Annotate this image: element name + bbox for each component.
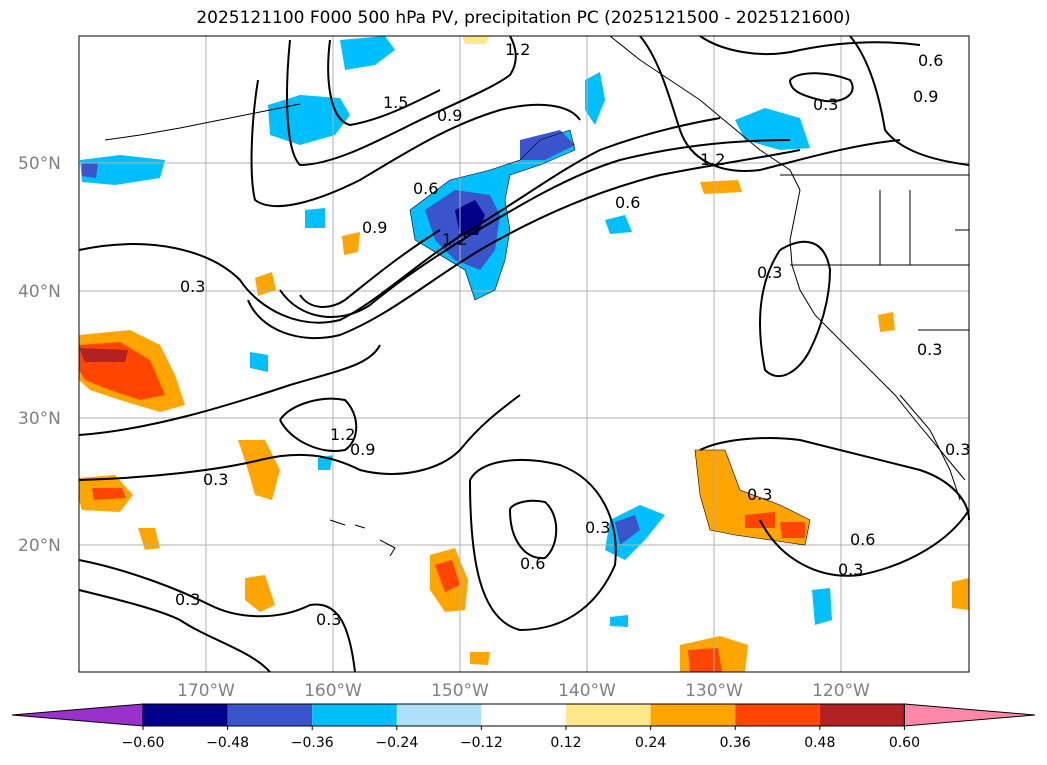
- lon-label: 130°W: [685, 681, 743, 701]
- graticule: [79, 36, 969, 672]
- precip-negative-area: [340, 36, 395, 70]
- colorbar-extend-high: [903, 703, 1036, 727]
- lon-label: 150°W: [431, 681, 489, 701]
- precip-positive-area: [435, 560, 460, 592]
- colorbar-segment: [227, 704, 313, 726]
- colorbar-segment: [650, 704, 736, 726]
- lon-label: 170°W: [177, 681, 235, 701]
- contour-labels: 1.2 0.6 1.5 0.9 0.3 0.9 0.3 1.2 0.6 0.9 …: [175, 40, 970, 629]
- contour-label: 0.9: [437, 106, 462, 125]
- contour-label: 0.3: [757, 263, 782, 282]
- colorbar-segment: [143, 704, 228, 726]
- contour-label: 0.3: [585, 518, 610, 537]
- precip-positive-area: [688, 648, 722, 672]
- colorbar-segment: [396, 704, 482, 726]
- precip-positive-area: [79, 348, 128, 362]
- contour-label: 0.3: [175, 590, 200, 609]
- contour-label: 1.5: [383, 93, 408, 112]
- precip-positive-area: [470, 652, 490, 665]
- lat-label: 50°N: [18, 154, 61, 174]
- lon-label: 160°W: [304, 681, 362, 701]
- colorbar-tick-label: −0.24: [375, 735, 418, 751]
- coastlines: [104, 35, 969, 557]
- precip-positive-area: [238, 440, 280, 500]
- pv-contours: [78, 35, 970, 673]
- colorbar-tick-label: 0.60: [889, 735, 920, 751]
- contour-label: 0.6: [918, 51, 943, 70]
- precip-negative-area: [250, 352, 268, 372]
- colorbar-segment: [481, 704, 566, 726]
- precip-positive-area: [695, 450, 810, 545]
- precip-positive-area: [952, 578, 969, 610]
- precip-positive-area: [255, 272, 276, 296]
- contour-label: 0.3: [917, 340, 942, 359]
- contour-label: 0.9: [350, 440, 375, 459]
- contour-label: 0.6: [413, 179, 438, 198]
- contour-label: 0.3: [813, 95, 838, 114]
- lat-label: 20°N: [18, 536, 61, 556]
- precip-positive-area: [92, 488, 126, 500]
- precip-negative-area: [605, 215, 632, 234]
- colorbar: −0.60 −0.48 −0.36 −0.24 −0.12 0.12 0.24 0.36 0.4…: [11, 703, 1036, 751]
- colorbar-tick-label: −0.36: [291, 735, 334, 751]
- latitude-labels: 50°N 40°N 30°N 20°N: [18, 154, 61, 556]
- contour-label: 0.3: [203, 470, 228, 489]
- contour-label: 0.3: [945, 440, 970, 459]
- colorbar-extend-low: [11, 703, 144, 727]
- precip-positive-area: [342, 232, 360, 255]
- lon-label: 140°W: [558, 681, 616, 701]
- precip-positive-area: [700, 180, 742, 194]
- colorbar-frame: [142, 703, 905, 727]
- colorbar-tick-label: −0.60: [122, 735, 165, 751]
- precip-negative-area: [82, 163, 98, 178]
- map-plot-area: [79, 36, 969, 672]
- precip-positive-area: [780, 522, 805, 538]
- contour-label: 0.9: [913, 87, 938, 106]
- colorbar-tick-label: 0.48: [804, 735, 835, 751]
- colorbar-tick-label: 0.12: [550, 735, 581, 751]
- lon-label: 120°W: [812, 681, 870, 701]
- contour-label: 1.2: [330, 425, 355, 444]
- colorbar-tick-label: −0.12: [460, 735, 503, 751]
- colorbar-tick-label: 0.36: [720, 735, 751, 751]
- precip-negative-area: [735, 108, 810, 150]
- colorbar-segment: [312, 704, 397, 726]
- precip-negative-area: [585, 72, 605, 125]
- colorbar-segment: [819, 704, 905, 726]
- precip-negative-area: [610, 615, 628, 627]
- precip-negative-area: [305, 208, 325, 228]
- precip-positive-area: [878, 312, 895, 332]
- precip-outline: [409, 129, 811, 546]
- map-title: 2025121100 F000 500 hPa PV, precipitatio…: [196, 8, 851, 28]
- longitude-labels: 170°W 160°W 150°W 140°W 130°W 120°W: [177, 681, 870, 701]
- contour-label: 0.3: [180, 277, 205, 296]
- lat-label: 40°N: [18, 282, 61, 302]
- precip-negative-area: [615, 515, 640, 545]
- precip-positive-area: [462, 36, 490, 44]
- contour-label: 0.9: [362, 218, 387, 237]
- precip-negative-area: [812, 588, 832, 625]
- contour-label: 0.3: [747, 485, 772, 504]
- colorbar-segment: [735, 704, 820, 726]
- contour-label: 1.2: [700, 150, 725, 169]
- map-frame: [78, 35, 970, 673]
- contour-label: 0.6: [850, 530, 875, 549]
- colorbar-tick-label: −0.48: [206, 735, 249, 751]
- contour-label: 1.2: [505, 40, 530, 59]
- contour-label: 0.3: [838, 560, 863, 579]
- precip-negative-area: [520, 130, 575, 160]
- precip-positive-area: [245, 575, 275, 612]
- contour-label: 0.6: [615, 193, 640, 212]
- colorbar-segment: [566, 704, 651, 726]
- contour-label: 0.6: [520, 554, 545, 573]
- contour-label: 1.2: [442, 230, 467, 249]
- lat-label: 30°N: [18, 409, 61, 429]
- contour-label: 0.3: [316, 610, 341, 629]
- colorbar-tick-label: 0.24: [635, 735, 666, 751]
